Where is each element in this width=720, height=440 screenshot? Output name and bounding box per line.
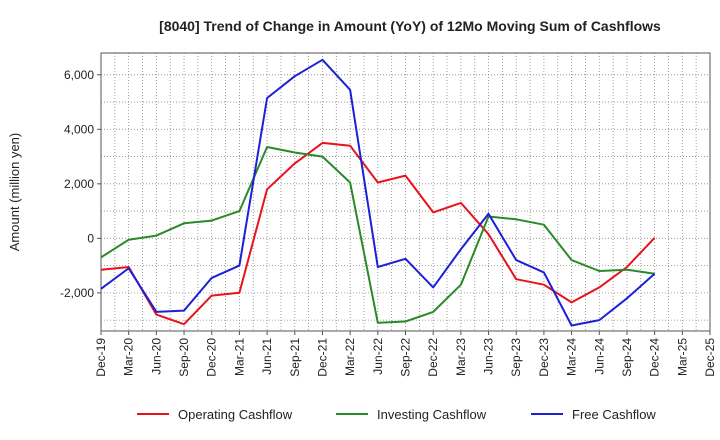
x-tick-label: Dec-23: [537, 338, 551, 377]
grid: [100, 53, 711, 331]
x-tick-label: Jun-24: [592, 338, 606, 375]
x-tick-label: Sep-23: [509, 338, 523, 377]
legend-label-investing-cashflow: Investing Cashflow: [377, 407, 487, 422]
x-tick-label: Jun-21: [260, 338, 274, 375]
x-tick-label: Mar-20: [122, 338, 136, 376]
y-tick-label: 6,000: [64, 68, 94, 82]
y-tick-label: -2,000: [60, 286, 94, 300]
x-tick-label: Sep-21: [288, 338, 302, 377]
series-line-operating-cashflow: [100, 141, 656, 326]
series-group: [100, 58, 656, 327]
x-tick-label: Dec-19: [94, 338, 108, 377]
series-line-investing-cashflow: [100, 146, 655, 324]
x-tick-label: Jun-23: [482, 338, 496, 375]
x-axis: Dec-19 Mar-20 Jun-20 Sep-20 Dec-20 Mar-21 Jun-…: [94, 331, 717, 377]
x-tick-label: Jun-22: [371, 338, 385, 375]
legend: Operating Cashflow Investing Cashflow Free…: [137, 407, 656, 422]
x-tick-label: Dec-20: [205, 338, 219, 377]
y-tick-label: 2,000: [64, 177, 94, 191]
x-tick-label: Mar-25: [675, 338, 689, 376]
y-axis-label: Amount (million yen): [7, 133, 22, 252]
x-tick-label: Sep-20: [177, 338, 191, 377]
x-tick-label: Mar-24: [565, 338, 579, 376]
x-tick-label: Sep-22: [399, 338, 413, 377]
x-tick-label: Dec-25: [703, 338, 717, 377]
series-line-free-cashflow: [100, 58, 656, 327]
x-tick-label: Mar-21: [232, 338, 246, 376]
chart-title: [8040] Trend of Change in Amount (YoY) o…: [159, 18, 661, 34]
x-tick-label: Mar-23: [454, 338, 468, 376]
x-tick-label: Sep-24: [620, 338, 634, 377]
x-tick-label: Dec-21: [315, 338, 329, 377]
y-tick-label: 4,000: [64, 122, 94, 136]
legend-label-operating-cashflow: Operating Cashflow: [178, 407, 293, 422]
y-tick-label: 0: [87, 231, 94, 245]
x-tick-label: Dec-22: [426, 338, 440, 377]
x-tick-label: Jun-20: [149, 338, 163, 375]
x-tick-label: Mar-22: [343, 338, 357, 376]
y-axis: -2,000 0 2,000 4,000 6,000: [60, 68, 101, 300]
x-tick-label: Dec-24: [648, 338, 662, 377]
legend-label-free-cashflow: Free Cashflow: [572, 407, 656, 422]
